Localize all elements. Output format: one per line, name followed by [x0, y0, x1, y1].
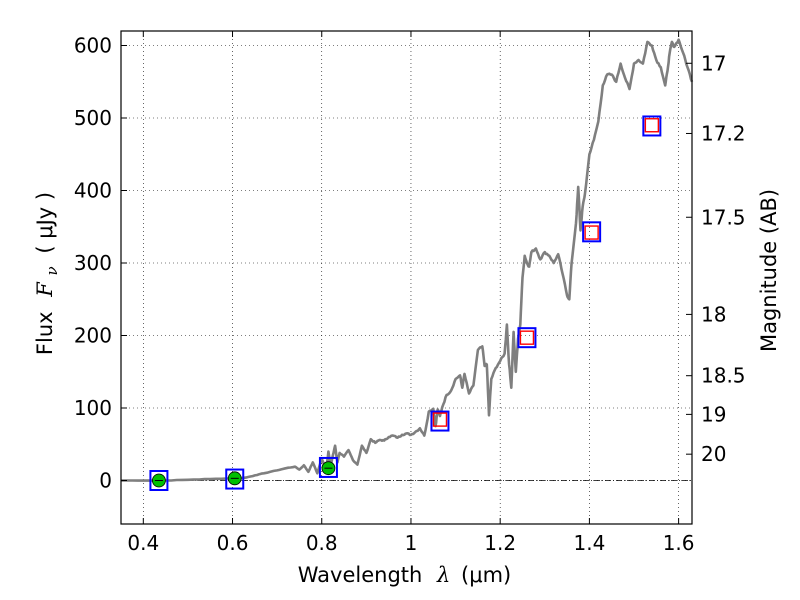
blue-square-marker: [225, 468, 245, 490]
blue-square-marker: [582, 221, 602, 243]
y-tick-label: 0: [99, 469, 112, 493]
x-tick-label: 1.6: [663, 531, 695, 555]
right-tick-label: 18.5: [701, 364, 746, 388]
red-square-marker: [644, 118, 660, 133]
y-tick-label: 400: [74, 179, 112, 203]
y-tick-label: 500: [74, 106, 112, 130]
right-tick-label: 17.5: [701, 205, 746, 229]
y-tick-label: 200: [74, 324, 112, 348]
y-tick-label: 300: [74, 251, 112, 275]
x-tick-label: 1.4: [573, 531, 605, 555]
blue-square-marker: [642, 115, 662, 137]
red-square-marker: [584, 225, 599, 240]
red-square-marker: [432, 412, 448, 427]
x-tick-label: 0.8: [306, 531, 338, 555]
x-tick-label: 1: [405, 531, 418, 555]
red-square-marker: [519, 330, 535, 345]
photometry-markers: [149, 115, 662, 491]
right-tick-label: 17: [701, 51, 726, 75]
blue-square-marker: [517, 327, 537, 349]
right-tick-label: 20: [701, 442, 726, 466]
axis-ticks: 0.4 0.6 0.8 1 1.2 1.4 1.6 0 100 200 300 400 500 600 17…: [74, 31, 746, 555]
right-tick-label: 18: [701, 302, 726, 326]
blue-square-marker: [318, 456, 338, 478]
blue-square-marker: [430, 410, 450, 432]
y-tick-label: 600: [74, 34, 112, 58]
right-tick-label: 17.2: [701, 121, 746, 145]
y-tick-label: 100: [74, 396, 112, 420]
x-tick-label: 0.6: [217, 531, 249, 555]
blue-square-marker: [149, 470, 169, 491]
x-axis-label: Wavelength λ (μm): [298, 563, 511, 587]
y-axis-label: Flux F ν ( μJy ): [33, 192, 62, 355]
plot-frame: [120, 30, 693, 525]
right-tick-label: 19: [701, 402, 726, 426]
x-tick-label: 1.2: [484, 531, 516, 555]
x-tick-label: 0.4: [127, 531, 159, 555]
right-axis-label: Magnitude (AB): [757, 189, 781, 352]
